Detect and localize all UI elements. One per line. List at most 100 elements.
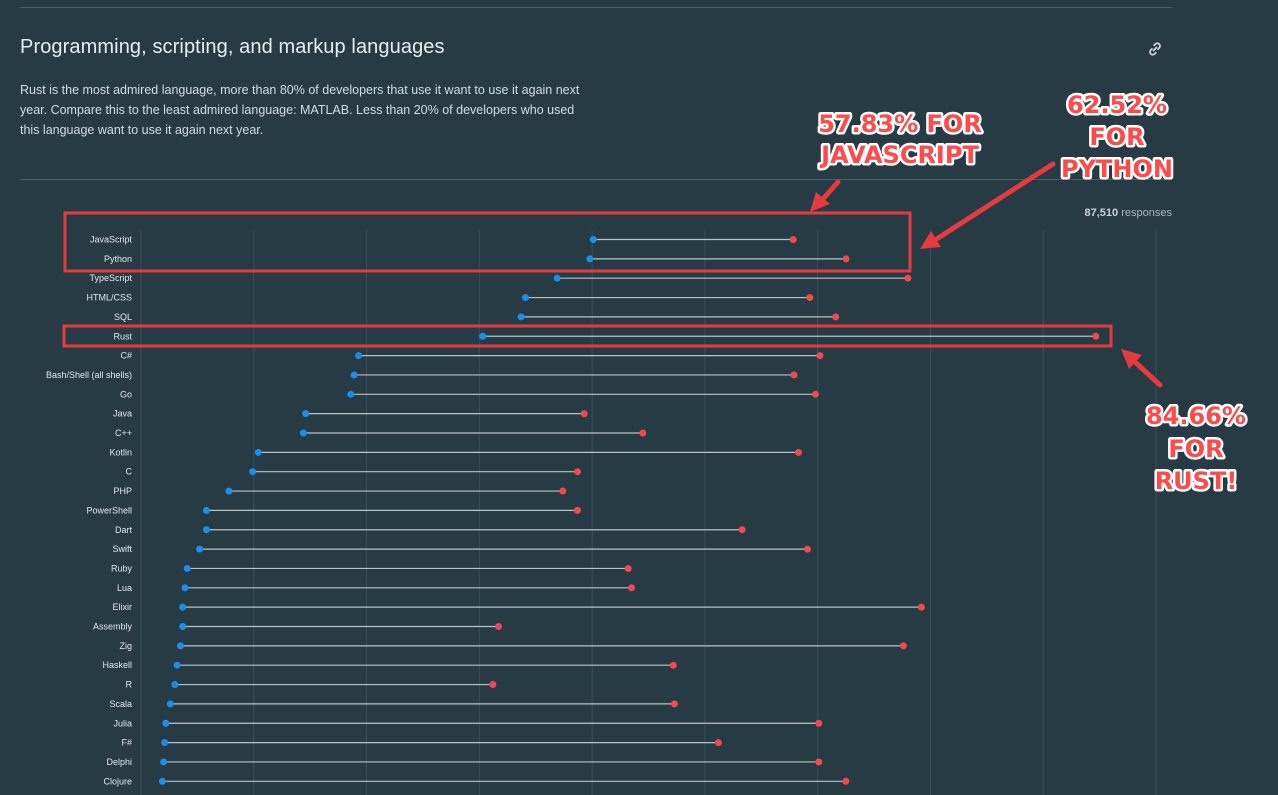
start-dot (166, 700, 174, 708)
end-dot (790, 371, 798, 379)
category-label: Ruby (111, 563, 133, 573)
start-dot (299, 429, 307, 437)
start-dot (553, 274, 561, 282)
start-dot (196, 545, 204, 553)
section-title: Programming, scripting, and markup langu… (20, 36, 445, 58)
end-dot (832, 313, 840, 321)
row-typescript: TypeScript (89, 273, 912, 283)
annotation-javascript-line2: JAVASCRIPT (819, 141, 979, 169)
end-dot (794, 448, 802, 456)
end-dot (639, 429, 647, 437)
section-description: Rust is the most admired language, more … (20, 83, 580, 137)
row-kotlin: Kotlin (109, 447, 802, 457)
annotation-javascript-line1: 57.83% FOR (818, 110, 982, 138)
category-label: Java (113, 409, 132, 419)
category-label: Lua (117, 583, 132, 593)
row-swift: Swift (112, 544, 812, 554)
end-dot (1092, 332, 1100, 340)
category-label: Elixir (113, 602, 133, 612)
category-label: Assembly (93, 622, 133, 632)
row-elixir: Elixir (113, 602, 925, 612)
end-dot (714, 739, 722, 747)
rows-layer: JavaScript Python TypeScript HTML/CSS SQL Rus… (46, 235, 1100, 786)
start-dot (522, 294, 530, 302)
category-label: Haskell (102, 660, 132, 670)
arrow-javascript (819, 179, 841, 203)
start-dot (162, 719, 170, 727)
end-dot (815, 758, 823, 766)
row-haskell: Haskell (102, 660, 677, 670)
category-label: Rust (113, 331, 132, 341)
start-dot (517, 313, 525, 321)
end-dot (495, 623, 503, 630)
arrow-javascript-head (810, 192, 830, 212)
start-dot (183, 564, 191, 572)
end-dot (815, 719, 823, 727)
start-dot (179, 623, 187, 630)
end-dot (489, 681, 497, 689)
category-label: SQL (114, 312, 132, 322)
top-divider (20, 7, 1172, 8)
start-dot (347, 390, 355, 398)
category-label: Dart (115, 525, 133, 535)
row-delphi: Delphi (106, 757, 823, 767)
row-bash-shell-all-shells-: Bash/Shell (all shells) (46, 370, 798, 380)
start-dot (355, 352, 363, 360)
annotation-python-line1: 62.52% (1067, 91, 1167, 119)
row-f-: F# (121, 738, 722, 748)
end-dot (628, 584, 636, 592)
row-powershell: PowerShell (86, 505, 581, 515)
start-dot (589, 236, 597, 243)
row-zig: Zig (119, 641, 907, 651)
category-label: Python (104, 254, 132, 264)
end-dot (669, 661, 677, 669)
start-dot (350, 371, 358, 379)
row-clojure: Clojure (103, 776, 850, 786)
category-label: TypeScript (89, 273, 132, 283)
category-label: PHP (113, 486, 132, 496)
end-dot (842, 777, 850, 785)
row-python: Python (104, 254, 850, 264)
annotation-rust-line1: 84.66% (1146, 402, 1246, 430)
end-dot (811, 390, 819, 398)
start-dot (179, 603, 187, 611)
end-dot (580, 410, 588, 418)
arrow-python (932, 161, 1056, 243)
responses-label: responses (1121, 207, 1172, 219)
arrow-python-head (920, 231, 941, 249)
end-dot (917, 603, 925, 611)
end-dot (624, 564, 632, 572)
category-label: JavaScript (90, 235, 133, 245)
row-go: Go (120, 389, 819, 399)
start-dot (479, 332, 487, 340)
start-dot (202, 506, 210, 514)
start-dot (254, 448, 262, 456)
end-dot (573, 468, 581, 476)
category-label: Zig (119, 641, 132, 651)
row-rust: Rust (113, 331, 1100, 341)
end-dot (899, 642, 907, 650)
end-dot (804, 545, 812, 553)
row-c: C (126, 467, 581, 477)
end-dot (738, 526, 746, 534)
category-label: F# (121, 738, 132, 748)
highlight-box-js-python (63, 211, 912, 273)
link-icon[interactable] (1146, 40, 1164, 58)
start-dot (249, 468, 257, 476)
start-dot (225, 487, 233, 495)
row-scala: Scala (109, 699, 678, 709)
row-ruby: Ruby (111, 563, 632, 573)
annotation-rust-line2: FOR (1168, 435, 1223, 463)
start-dot (302, 410, 310, 418)
category-label: C# (120, 351, 132, 361)
row-java: Java (113, 409, 588, 419)
category-label: Go (120, 389, 132, 399)
end-dot (559, 487, 567, 495)
end-dot (789, 236, 797, 243)
category-label: Kotlin (109, 447, 132, 457)
category-label: HTML/CSS (86, 293, 132, 303)
start-dot (160, 758, 168, 766)
end-dot (806, 294, 814, 302)
category-label: PowerShell (86, 505, 132, 515)
